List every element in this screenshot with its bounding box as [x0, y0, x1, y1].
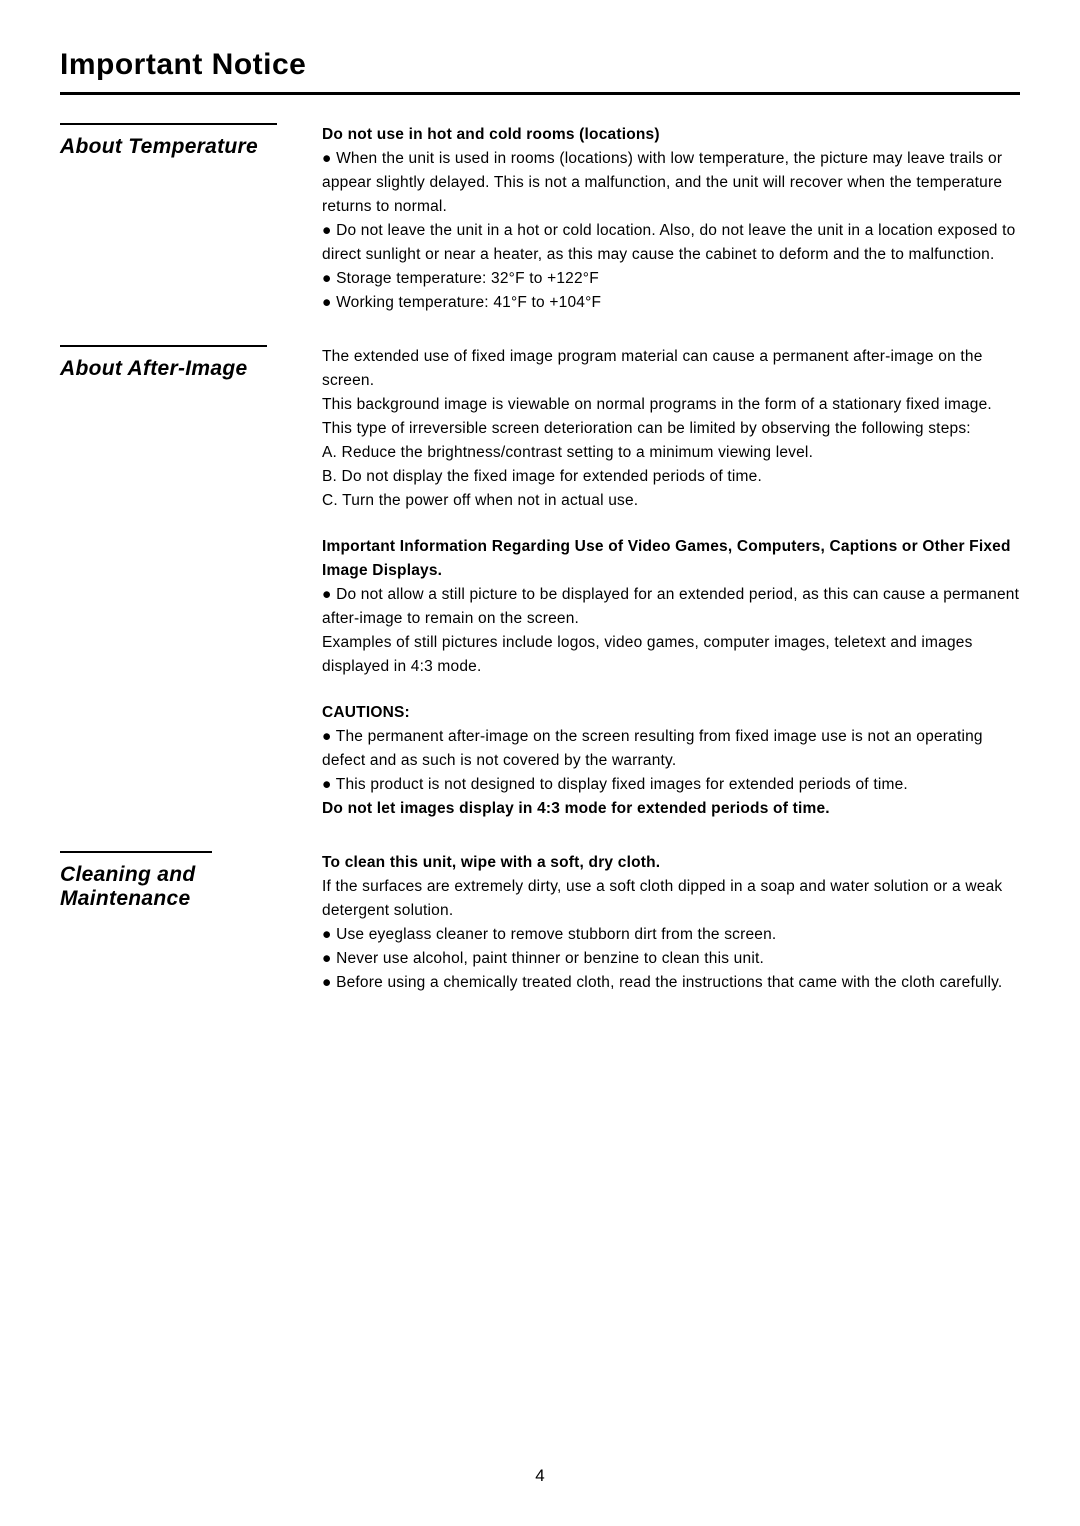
section-heading-col: About Temperature — [60, 123, 322, 315]
section-heading-col: About After-Image — [60, 345, 322, 821]
body-line: A. Reduce the brightness/contrast settin… — [322, 441, 1020, 465]
body-line: ● Do not allow a still picture to be dis… — [322, 583, 1020, 631]
section-temperature: About Temperature Do not use in hot and … — [60, 123, 1020, 315]
body-line: Important Information Regarding Use of V… — [322, 535, 1020, 583]
page-number: 4 — [0, 1466, 1080, 1486]
page-title: Important Notice — [60, 48, 1020, 95]
body-line: This background image is viewable on nor… — [322, 393, 1020, 441]
body-line: Do not use in hot and cold rooms (locati… — [322, 123, 1020, 147]
body-line: ● Do not leave the unit in a hot or cold… — [322, 219, 1020, 267]
body-line: ● Use eyeglass cleaner to remove stubbor… — [322, 923, 1020, 947]
section-body: To clean this unit, wipe with a soft, dr… — [322, 851, 1020, 995]
section-after-image: About After-Image The extended use of fi… — [60, 345, 1020, 821]
body-line: CAUTIONS: — [322, 701, 1020, 725]
body-line: Do not let images display in 4:3 mode fo… — [322, 797, 1020, 821]
body-line: ● The permanent after-image on the scree… — [322, 725, 1020, 773]
body-line: ● Working temperature: 41°F to +104°F — [322, 291, 1020, 315]
body-line: ● Before using a chemically treated clot… — [322, 971, 1020, 995]
section-body: The extended use of fixed image program … — [322, 345, 1020, 821]
body-line: ● This product is not designed to displa… — [322, 773, 1020, 797]
body-line: To clean this unit, wipe with a soft, dr… — [322, 851, 1020, 875]
body-line: If the surfaces are extremely dirty, use… — [322, 875, 1020, 923]
body-line: B. Do not display the fixed image for ex… — [322, 465, 1020, 489]
body-line: The extended use of fixed image program … — [322, 345, 1020, 393]
section-heading: About After-Image — [60, 345, 267, 381]
body-line: ● Never use alcohol, paint thinner or be… — [322, 947, 1020, 971]
body-line: C. Turn the power off when not in actual… — [322, 489, 1020, 513]
section-heading: About Temperature — [60, 123, 277, 159]
section-cleaning: Cleaning and Maintenance To clean this u… — [60, 851, 1020, 995]
body-line: Examples of still pictures include logos… — [322, 631, 1020, 679]
section-body: Do not use in hot and cold rooms (locati… — [322, 123, 1020, 315]
body-line: ● When the unit is used in rooms (locati… — [322, 147, 1020, 219]
section-heading-col: Cleaning and Maintenance — [60, 851, 322, 995]
body-line: ● Storage temperature: 32°F to +122°F — [322, 267, 1020, 291]
section-heading: Cleaning and Maintenance — [60, 851, 212, 911]
